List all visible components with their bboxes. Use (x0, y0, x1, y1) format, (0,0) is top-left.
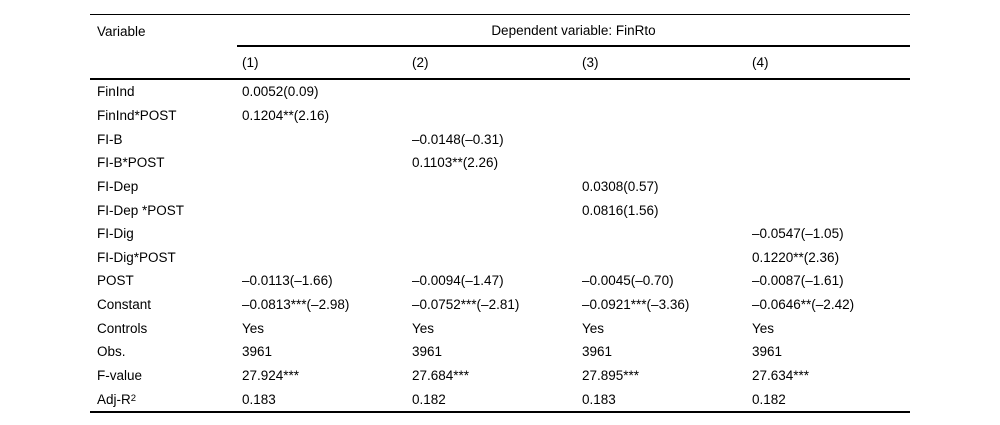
row-label: Controls (97, 320, 148, 336)
row-label: FI-Dep (97, 178, 139, 194)
cell: Yes (242, 320, 265, 336)
empty-header-cell (90, 47, 237, 78)
table-row: FI-Dep 0.0308(0.57) (90, 175, 910, 199)
cell: –0.0813***(–2.98) (242, 297, 350, 313)
row-label: Adj-R 2 (97, 391, 137, 407)
cell: Yes (582, 320, 605, 336)
regression-results-table: Variable Dependent variable: FinRto (1) … (90, 14, 910, 413)
cell (577, 222, 747, 246)
cell: 27.634*** (752, 368, 810, 383)
cell (407, 198, 577, 222)
cell: 0.0052(0.09) (242, 84, 319, 100)
row-label: FI-B (97, 131, 123, 147)
cell: Yes (752, 320, 775, 336)
cell: –0.0045(–0.70) (582, 273, 674, 289)
table-row: Constant –0.0813***(–2.98) –0.0752***(–2… (90, 293, 910, 317)
row-label: Constant (97, 297, 152, 313)
cell: 3961 (752, 344, 783, 360)
cell (577, 104, 747, 128)
cell (747, 104, 910, 128)
row-label: POST (97, 273, 134, 289)
table-row: Controls Yes Yes Yes Yes (90, 316, 910, 340)
cell: 0.1103**(2.26) (412, 155, 499, 171)
cell: –0.0148(–0.31) (412, 131, 504, 147)
table-header-row-dependent: Variable Dependent variable: FinRto (90, 15, 910, 47)
table-row: Adj-R 2 0.183 0.182 0.183 0.182 (90, 387, 910, 411)
cell (577, 80, 747, 104)
cell: 0.183 (242, 391, 276, 407)
table-row: FI-Dig –0.0547(–1.05) (90, 222, 910, 246)
table-row: F-value 27.924*** 27.684*** 27.895*** 27… (90, 364, 910, 388)
cell: 0.182 (752, 391, 786, 407)
cell: –0.0547(–1.05) (752, 226, 844, 242)
cell: 0.183 (582, 391, 616, 407)
table-row: FI-B*POST 0.1103**(2.26) (90, 151, 910, 175)
cell: 27.924*** (242, 368, 300, 383)
table-row: POST –0.0113(–1.66) –0.0094(–1.47) –0.00… (90, 269, 910, 293)
cell (237, 175, 407, 199)
cell: –0.0094(–1.47) (412, 273, 504, 289)
row-label: FinInd (97, 84, 135, 100)
cell: –0.0113(–1.66) (242, 273, 333, 289)
model-column-header: (4) (752, 55, 769, 70)
row-label: FinInd*POST (97, 107, 177, 123)
table-row: FI-B –0.0148(–0.31) (90, 127, 910, 151)
cell: –0.0921***(–3.36) (582, 297, 690, 313)
row-label: FI-Dep *POST (97, 202, 185, 218)
row-label: Obs. (97, 344, 126, 360)
row-label: FI-B*POST (97, 155, 165, 171)
cell: –0.0646**(–2.42) (752, 297, 855, 313)
cell: 0.1204**(2.16) (242, 107, 330, 123)
table-row: FinInd 0.0052(0.09) (90, 80, 910, 104)
variable-column-header: Variable (97, 23, 146, 39)
cell (577, 245, 747, 269)
cell (747, 198, 910, 222)
cell: 0.0816(1.56) (582, 202, 659, 218)
cell: –0.0087(–1.61) (752, 273, 844, 289)
cell (577, 151, 747, 175)
table-row: FinInd*POST 0.1204**(2.16) (90, 104, 910, 128)
model-column-header: (3) (582, 55, 599, 70)
cell (407, 80, 577, 104)
cell (407, 175, 577, 199)
cell: –0.0752***(–2.81) (412, 297, 520, 313)
row-label: FI-Dig*POST (97, 249, 176, 265)
table-row: Obs. 3961 3961 3961 3961 (90, 340, 910, 364)
model-column-header: (2) (412, 55, 429, 70)
row-label: F-value (97, 368, 143, 383)
cell: 0.1220**(2.36) (752, 249, 840, 265)
cell: 3961 (412, 344, 443, 360)
cell (237, 222, 407, 246)
table-row: FI-Dig*POST 0.1220**(2.36) (90, 245, 910, 269)
cell: 3961 (582, 344, 613, 360)
cell (407, 245, 577, 269)
table-row: FI-Dep *POST 0.0816(1.56) (90, 198, 910, 222)
cell (407, 104, 577, 128)
cell (237, 245, 407, 269)
cell: 0.0308(0.57) (582, 178, 659, 194)
table-header-row-models: (1) (2) (3) (4) (90, 47, 910, 80)
row-label: FI-Dig (97, 226, 134, 242)
cell (407, 222, 577, 246)
cell (237, 127, 407, 151)
cell (237, 151, 407, 175)
cell (747, 127, 910, 151)
cell (747, 80, 910, 104)
cell: 0.182 (412, 391, 446, 407)
cell (237, 198, 407, 222)
cell (747, 175, 910, 199)
cell: 3961 (242, 344, 273, 360)
cell: 27.895*** (582, 368, 640, 383)
cell: Yes (412, 320, 435, 336)
cell (747, 151, 910, 175)
cell (577, 127, 747, 151)
dependent-variable-header: Dependent variable: FinRto (237, 15, 910, 47)
model-column-header: (1) (242, 55, 259, 70)
cell: 27.684*** (412, 368, 470, 383)
row-label-text: Adj-R (97, 391, 131, 407)
